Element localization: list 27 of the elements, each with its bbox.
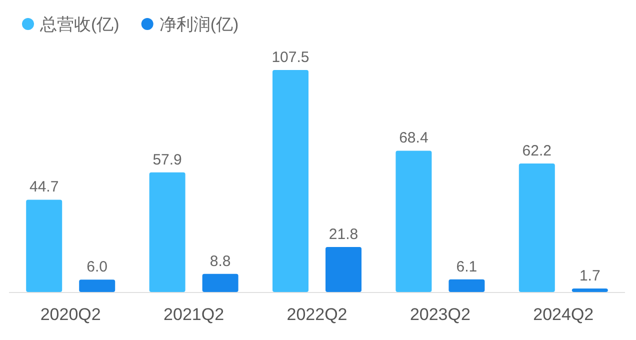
bar <box>572 288 608 292</box>
legend-label: 净利润(亿) <box>159 15 239 34</box>
x-tick-label: 2023Q2 <box>410 305 470 324</box>
bar <box>272 70 308 292</box>
x-tick-label: 2020Q2 <box>40 305 101 324</box>
data-label: 62.2 <box>522 142 552 160</box>
data-label: 8.8 <box>210 252 231 270</box>
data-label: 68.4 <box>399 130 428 147</box>
data-label: 57.9 <box>152 151 182 168</box>
data-label: 107.5 <box>272 49 310 66</box>
bar <box>448 279 485 292</box>
legend-label: 总营收(亿) <box>39 15 120 34</box>
bar <box>518 164 555 292</box>
bar <box>396 150 432 292</box>
data-label: 6.0 <box>86 258 108 276</box>
x-tick-label: 2022Q2 <box>286 305 348 324</box>
bar <box>149 172 186 292</box>
x-tick-label: 2021Q2 <box>164 305 224 324</box>
data-label: 6.1 <box>456 258 478 276</box>
bar <box>79 280 116 292</box>
bar <box>326 246 362 292</box>
data-label: 21.8 <box>328 226 358 243</box>
data-label: 44.7 <box>30 178 59 196</box>
bar <box>26 200 62 292</box>
data-label: 1.7 <box>579 267 600 284</box>
bar <box>202 274 238 292</box>
x-tick-label: 2024Q2 <box>533 305 594 324</box>
